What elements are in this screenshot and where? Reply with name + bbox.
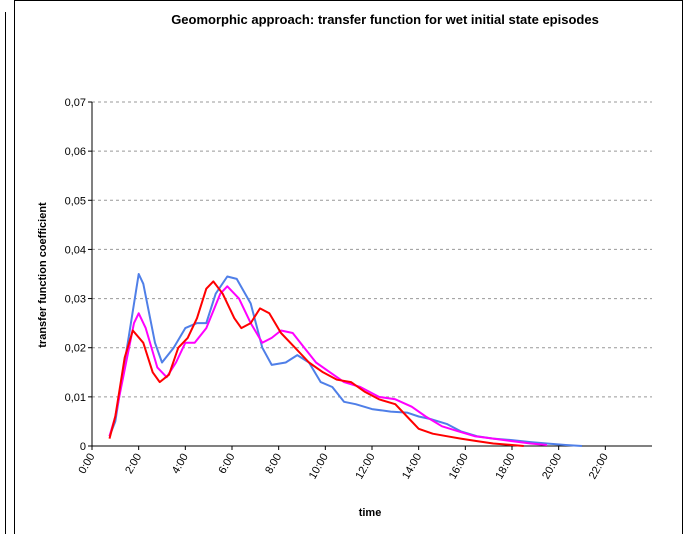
y-tick-label: 0,04	[65, 244, 86, 256]
y-tick-label: 0,06	[65, 146, 86, 158]
x-tick-label: 10:00	[307, 452, 331, 482]
y-tick-label: 0	[80, 441, 86, 453]
x-tick-label: 20:00	[540, 452, 564, 482]
x-tick-label: 14:00	[400, 452, 424, 482]
y-tick-label: 0,02	[65, 343, 86, 355]
x-tick-label: 22:00	[587, 452, 611, 482]
y-tick-label: 0,07	[65, 97, 86, 109]
x-tick-label: 0:00	[76, 452, 97, 477]
y-axis-title: transfer function coefficient	[37, 202, 49, 348]
x-tick-label: 6:00	[216, 452, 237, 477]
y-tick-label: 0,03	[65, 294, 86, 306]
x-tick-label: 8:00	[263, 452, 284, 477]
chart-frame	[14, 0, 683, 534]
x-tick-label: 12:00	[353, 452, 377, 482]
series-line	[108, 273, 583, 447]
chart-title: Geomorphic approach: transfer function f…	[171, 12, 599, 27]
y-tick-label: 0,01	[65, 392, 86, 404]
series-line	[108, 285, 548, 446]
y-tick-label: 0,05	[65, 195, 86, 207]
series-line	[108, 280, 524, 447]
x-tick-label: 16:00	[447, 452, 471, 482]
x-axis-title: time	[359, 507, 382, 519]
x-tick-label: 4:00	[170, 452, 191, 477]
x-tick-label: 2:00	[123, 452, 144, 477]
x-tick-label: 18:00	[493, 452, 517, 482]
